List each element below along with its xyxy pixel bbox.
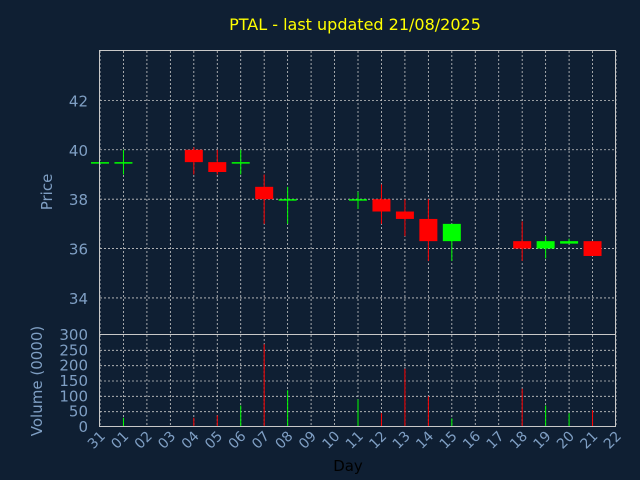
- candle-19: [536, 236, 555, 259]
- x-tick-label: 14: [413, 428, 437, 452]
- candle-body: [231, 162, 250, 164]
- x-tick-label: 06: [226, 428, 250, 452]
- x-tick-label: 09: [296, 429, 320, 453]
- price-axis-label: Price: [38, 174, 56, 211]
- candle-12: [372, 184, 391, 224]
- volume-tick-label: 150: [59, 372, 88, 390]
- price-tick-labels: 34 36 38 40 42: [69, 92, 88, 308]
- volume-tick-label: 200: [59, 357, 88, 375]
- x-tick-label: 10: [319, 429, 343, 453]
- candle-07: [255, 174, 274, 224]
- x-tick-label: 16: [460, 428, 484, 452]
- x-tick-label: 02: [132, 429, 156, 453]
- candle-body: [278, 199, 297, 201]
- x-tick-label: 13: [390, 429, 414, 453]
- x-tick-label: 07: [249, 429, 273, 453]
- x-tick-label: 18: [507, 429, 531, 453]
- candle-body: [442, 223, 461, 242]
- x-tick-label: 21: [577, 429, 601, 453]
- candle-20: [560, 238, 579, 244]
- x-tick-label: 22: [601, 429, 625, 453]
- candle-body: [395, 211, 414, 219]
- candle-13: [395, 199, 414, 237]
- volume-tick-label: 300: [59, 326, 88, 344]
- candle-body: [536, 241, 555, 249]
- x-tick-label: 17: [484, 429, 508, 453]
- volume-tick-label: 50: [69, 403, 88, 421]
- volume-tick-label: 100: [59, 387, 88, 405]
- candle-21: [583, 241, 602, 256]
- candles: [91, 147, 602, 261]
- candle-body: [184, 149, 203, 163]
- x-tick-label: 05: [202, 429, 226, 453]
- price-grid: [99, 51, 617, 335]
- candle-body: [349, 199, 367, 201]
- volume-tick-label: 0: [78, 418, 88, 436]
- volume-bars: [122, 344, 594, 427]
- candle-body: [419, 218, 438, 242]
- volume-grid: [99, 335, 617, 427]
- x-tick-label: 20: [554, 429, 578, 453]
- x-tick-label: 31: [85, 429, 109, 453]
- candle-18: [513, 221, 532, 261]
- x-tick-label: 15: [437, 429, 461, 453]
- volume-panel-frame: [99, 334, 616, 427]
- x-tick-label: 19: [531, 429, 555, 453]
- candle-08: [278, 186, 297, 224]
- x-tick-labels: 31 01 02 03 04 05 06 07 08 09 10 11 12 13 14 15 16 17 18 19…: [85, 428, 625, 452]
- candle-06: [231, 149, 250, 175]
- price-tick-label: 36: [69, 241, 88, 259]
- x-tick-label: 08: [273, 429, 297, 453]
- candle-body: [114, 162, 133, 164]
- candle-04: [184, 147, 203, 175]
- candle-body: [583, 241, 602, 256]
- candle-01: [114, 149, 133, 175]
- x-axis-label: Day: [333, 457, 363, 475]
- volume-axis-label: Volume (0000): [28, 326, 46, 436]
- candle-body: [372, 199, 391, 212]
- x-tick-label: 12: [366, 429, 390, 453]
- price-tick-label: 40: [69, 142, 88, 160]
- price-tick-label: 34: [69, 290, 88, 308]
- candle-body: [560, 241, 579, 244]
- x-tick-label: 04: [179, 428, 203, 452]
- x-tick-label: 11: [343, 429, 367, 453]
- x-tick-label: 03: [155, 429, 179, 453]
- candle-15: [442, 223, 461, 261]
- price-tick-label: 42: [69, 92, 88, 110]
- price-tick-label: 38: [69, 191, 88, 209]
- candle-14: [419, 199, 438, 261]
- candle-body: [208, 162, 227, 173]
- candle-11: [349, 191, 367, 210]
- volume-tick-label: 250: [59, 341, 88, 359]
- candle-body: [255, 186, 274, 200]
- chart-title: PTAL - last updated 21/08/2025: [229, 15, 481, 34]
- candle-body: [513, 241, 532, 249]
- candle-05: [208, 149, 227, 175]
- x-tick-label: 01: [108, 429, 132, 453]
